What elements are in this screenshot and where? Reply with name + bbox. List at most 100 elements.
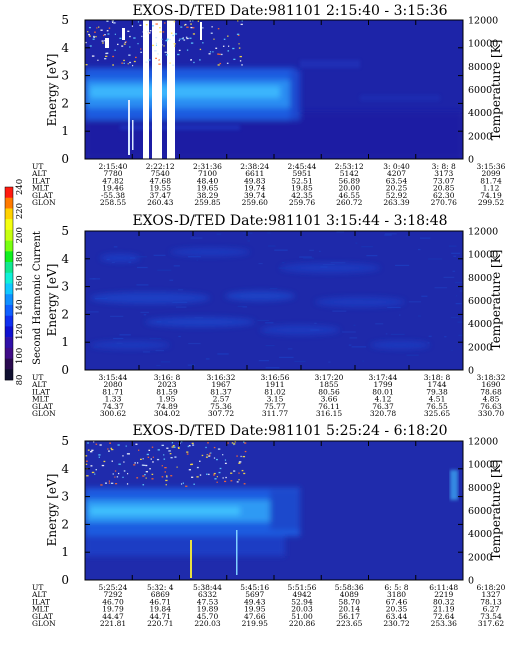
noise-speck [136, 477, 139, 479]
table-cell: 220.86 [289, 619, 315, 628]
y-tick-label: 1 [61, 545, 69, 559]
noise-speck [136, 266, 148, 269]
table-cell: 47.68 [150, 176, 172, 185]
colorbar-segment [5, 369, 13, 381]
noise-speck [107, 448, 109, 450]
noise-speck [129, 35, 131, 38]
table-cell: 67.46 [386, 597, 408, 606]
noise-speck [161, 476, 164, 478]
noise-speck [95, 443, 98, 445]
noise-speck [98, 26, 100, 28]
noise-speck [451, 349, 453, 351]
noise-speck [157, 269, 172, 271]
noise-speck [223, 38, 226, 40]
noise-speck [151, 478, 154, 480]
noise-speck [148, 32, 151, 34]
table-cell: 19.46 [102, 184, 124, 193]
noise-speck [236, 20, 239, 22]
noise-speck [341, 331, 356, 333]
noise-speck [169, 62, 171, 64]
y2-tick-label: 8000 [468, 483, 492, 494]
noise-speck [184, 24, 186, 26]
table-cell: 47.82 [102, 176, 124, 185]
table-row-label: GLON [32, 409, 56, 418]
noise-speck [458, 334, 463, 336]
noise-speck [135, 443, 138, 445]
table-row-label: ILAT [32, 176, 50, 185]
noise-speck [145, 24, 148, 26]
noise-speck [189, 20, 191, 22]
noise-speck [303, 257, 314, 259]
table-cell: 3:16: 8 [154, 373, 181, 382]
noise-speck [181, 441, 183, 443]
table-row-label: GLON [32, 619, 56, 628]
noise-speck [330, 262, 346, 264]
noise-speck [140, 48, 142, 50]
table-cell: 44.47 [102, 612, 124, 621]
noise-speck [182, 482, 185, 484]
noise-speck [169, 452, 172, 455]
table-cell: 46.70 [102, 597, 124, 606]
table-row-label: ILAT [32, 597, 50, 606]
noise-speck [205, 456, 208, 458]
noise-speck [139, 24, 142, 27]
table-cell: 1.12 [483, 184, 500, 193]
noise-speck [128, 54, 131, 56]
y-tick-label: 4 [61, 252, 69, 266]
table-cell: 52.51 [291, 176, 312, 185]
table-row-label: ALT [31, 380, 47, 389]
noise-speck [196, 259, 198, 261]
noise-speck [178, 289, 184, 291]
noise-speck [265, 322, 274, 324]
noise-speck [188, 342, 201, 345]
noise-speck [122, 476, 124, 479]
table-cell: 2099 [481, 169, 500, 178]
noise-speck [166, 38, 169, 40]
table-cell: 19.84 [150, 605, 172, 614]
noise-speck [226, 62, 229, 64]
table-cell: 3:15:44 [99, 373, 128, 382]
table-cell: 51.00 [291, 612, 313, 621]
table-cell: 38.29 [197, 191, 219, 200]
noise-speck [309, 249, 314, 251]
noise-speck [141, 464, 144, 466]
noise-speck [241, 20, 243, 22]
table-cell: 2.57 [213, 395, 230, 404]
noise-speck [122, 455, 124, 457]
noise-speck [156, 321, 162, 323]
noise-speck [153, 61, 155, 63]
noise-speck [156, 458, 160, 461]
table-row-label: GLAT [32, 191, 53, 200]
noise-speck [243, 472, 246, 475]
noise-speck [125, 445, 127, 447]
panel-title: EXOS-D/TED Date:981101 5:25:24 - 6:18:20 [132, 423, 447, 439]
noise-speck [133, 37, 136, 39]
table-cell: 2:45:44 [288, 162, 317, 171]
noise-speck [129, 257, 136, 259]
noise-speck [216, 233, 222, 235]
noise-speck [114, 476, 116, 478]
noise-speck [170, 32, 173, 34]
noise-speck [104, 58, 107, 60]
noise-speck [104, 482, 108, 484]
noise-speck [355, 242, 358, 244]
noise-speck [166, 447, 169, 449]
noise-speck [161, 465, 163, 467]
colorbar-segment [5, 272, 13, 284]
noise-speck [210, 32, 213, 34]
noise-speck [100, 484, 103, 486]
table-cell: 6611 [245, 169, 264, 178]
table-cell: 52.94 [291, 597, 313, 606]
noise-speck [194, 317, 204, 319]
noise-speck [234, 441, 237, 443]
colorbar-tick-label: 100 [15, 348, 25, 364]
noise-speck [149, 468, 151, 470]
noise-speck [123, 62, 125, 64]
table-cell: 223.65 [336, 619, 362, 628]
noise-speck [257, 319, 270, 322]
noise-speck [132, 64, 134, 67]
noise-speck [351, 305, 354, 307]
noise-speck [151, 446, 154, 448]
table-cell: 4089 [340, 590, 359, 599]
